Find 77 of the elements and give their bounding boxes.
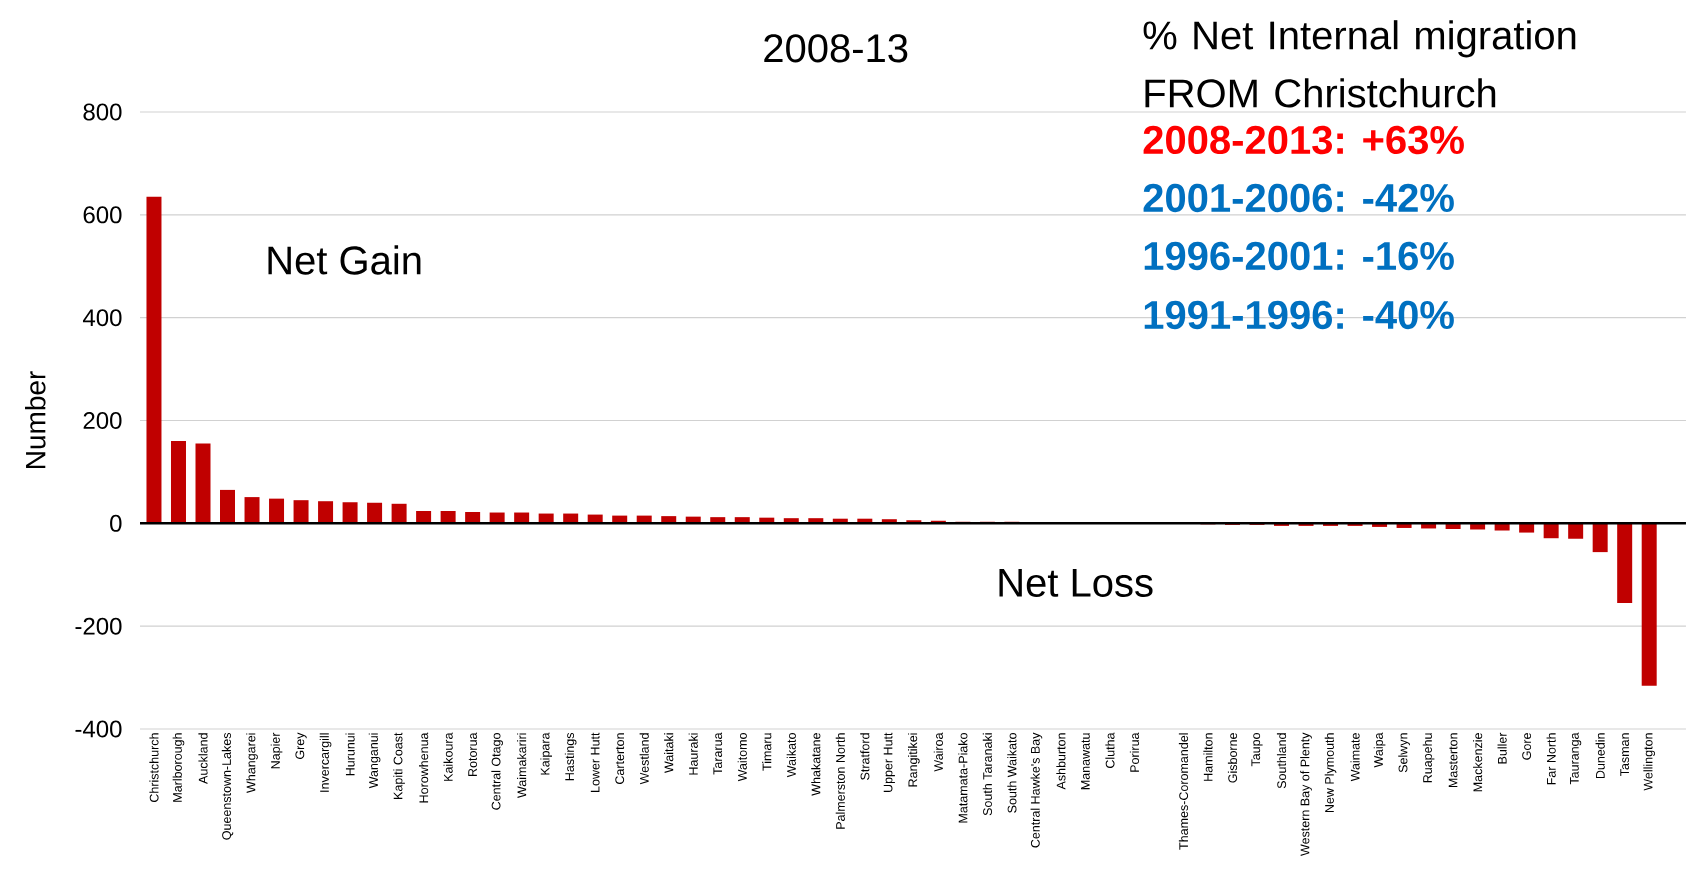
x-tick-label: Waitaki: [664, 733, 674, 773]
x-tick-label: Hurunui: [345, 733, 355, 776]
x-tick-label: Gisborne: [1227, 733, 1238, 783]
x-tick-label: Carterton: [615, 733, 625, 784]
annotation: 2008-2013: +63%: [1143, 125, 1464, 155]
x-tick-label: Hastings: [564, 732, 577, 781]
y-tick-label: 800: [83, 103, 122, 121]
x-tick-label: Manawatu: [1081, 733, 1090, 790]
x-tick-label: Invercargill: [319, 733, 332, 792]
x-tick-label: Mackenzie: [1473, 733, 1483, 792]
x-tick-label: Rotorua: [468, 732, 477, 776]
x-tick-label: Auckland: [198, 733, 208, 784]
x-tick-label: Tauranga: [1570, 732, 1582, 785]
x-tick-label: Grey: [295, 732, 307, 759]
x-tick-label: Waikato: [786, 733, 796, 778]
x-tick-label: Timaru: [762, 733, 772, 771]
x-tick-label: Wairoa: [933, 732, 943, 772]
x-tick-label: Upper Hutt: [883, 732, 895, 793]
x-tick-label: Christchurch: [149, 733, 159, 803]
x-tick-label: Far North: [1546, 733, 1556, 785]
x-tick-label: Whangarei: [246, 733, 258, 793]
x-tick-label: Masterton: [1448, 733, 1458, 788]
y-tick-label: -400: [75, 720, 122, 738]
x-tick-label: Ashburton: [1056, 733, 1066, 790]
x-tick-label: Selwyn: [1398, 733, 1410, 773]
x-tick-label: Stratford: [860, 733, 870, 780]
x-tick-label: Hauraki: [688, 733, 698, 775]
x-tick-label: Palmerston North: [835, 733, 845, 829]
x-tick-label: Westland: [639, 733, 649, 785]
x-tick-label: Rangitikei: [908, 733, 920, 787]
x-tick-label: Western Bay of Plenty: [1300, 732, 1312, 856]
x-tick-label: Kaikoura: [443, 732, 453, 781]
x-tick-label: Southland: [1276, 733, 1287, 789]
x-tick-label: Clutha: [1105, 732, 1115, 769]
x-tick-label: Porirua: [1129, 732, 1140, 772]
x-tick-label: Ruapehu: [1422, 733, 1435, 783]
x-tick-label: Hamilton: [1203, 733, 1213, 781]
x-tick-label: Tararua: [713, 732, 723, 775]
x-tick-label: Whakatane: [811, 733, 821, 796]
y-tick-label: 600: [83, 206, 122, 224]
x-tick-label: Gore: [1522, 733, 1532, 760]
y-axis-title: Number: [25, 371, 46, 468]
annotation: 2001-2006: -42%: [1143, 183, 1454, 213]
x-tick-label: Thames-Coromandel: [1178, 733, 1189, 850]
annotation: 1991-1996: -40%: [1144, 300, 1454, 330]
x-tick-label: Lower Hutt: [590, 732, 600, 792]
x-tick-label: Waipa: [1373, 732, 1386, 768]
x-tick-label: Waimakariri: [517, 733, 527, 798]
x-tick-label: Waimate: [1350, 733, 1360, 782]
x-tick-label: Marlborough: [172, 733, 185, 802]
y-tick-label: 0: [110, 514, 122, 532]
x-tick-label: Wanganui: [368, 733, 381, 789]
annotation: Net Gain: [268, 245, 421, 275]
annotation: Net Loss: [999, 569, 1153, 597]
text: % Net Internal migration FROM Christchurch: [1143, 20, 1576, 108]
x-tick-label: Horowhenua: [419, 732, 429, 803]
y-tick-label: 200: [83, 412, 122, 429]
x-tick-label: Matamata-Piako: [958, 733, 968, 823]
x-tick-label: South Taranaki: [982, 733, 992, 816]
x-tick-label: Kapiti Coast: [393, 732, 405, 799]
x-tick-label: Dunedin: [1595, 733, 1605, 779]
x-tick-label: Tasman: [1620, 733, 1630, 777]
x-tick-label: New Plymouth: [1324, 733, 1337, 813]
x-tick-label: Napier: [270, 732, 283, 769]
x-tick-label: South Waikato: [1007, 733, 1017, 813]
x-tick-label: Kaipara: [540, 732, 552, 775]
x-tick-label: Queenstown-Lakes: [221, 732, 234, 840]
x-tick-label: Central Hawke's Bay: [1030, 732, 1043, 848]
x-tick-label: Waitomo: [737, 733, 747, 782]
x-tick-label: Taupo: [1251, 733, 1263, 767]
x-tick-label: Central Otago: [491, 733, 503, 810]
annotation: 1996-2001: -16%: [1144, 241, 1454, 271]
x-tick-label: Buller: [1497, 732, 1507, 764]
x-tick-label: Wellington: [1643, 733, 1656, 791]
chart-title: 2008-13: [764, 34, 908, 63]
y-tick-label: 400: [82, 309, 122, 327]
y-tick-label: -200: [75, 617, 122, 635]
